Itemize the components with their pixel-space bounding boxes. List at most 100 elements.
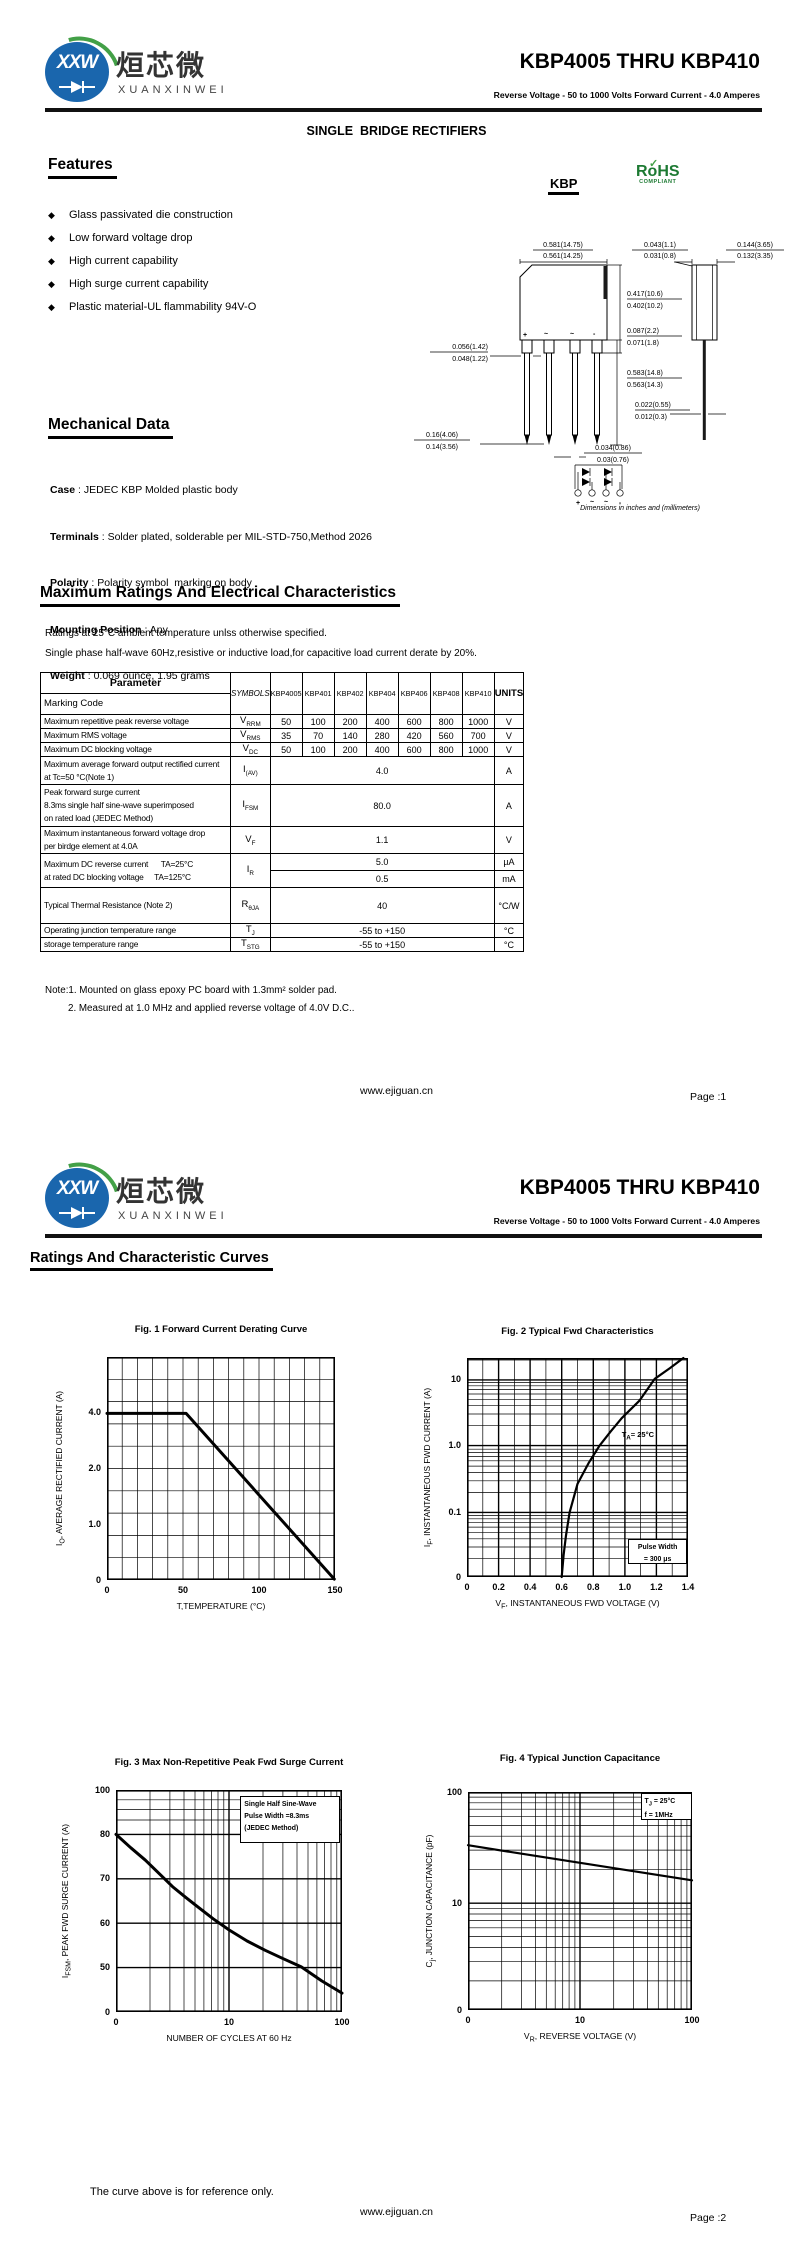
value-cell: 1.1 xyxy=(269,826,495,854)
device-column-header: KBP401 xyxy=(301,672,335,715)
curves-heading: Ratings And Characteristic Curves xyxy=(30,1250,273,1271)
x-tick-label: 1.2 xyxy=(650,1582,663,1592)
footer-website: www.ejiguan.cn xyxy=(360,1085,433,1097)
table-row: Typical Thermal Resistance (Note 2) RθJA 4… xyxy=(40,887,525,924)
svg-text:0.043(1.1): 0.043(1.1) xyxy=(644,242,676,249)
table-header-row: Parameter Marking Code SYMBOLS KBP4005 KBP40… xyxy=(40,672,525,715)
symbol-cell: VRMS xyxy=(230,728,271,743)
unit-cell: V xyxy=(493,826,525,854)
y-tick-label: 2.0 xyxy=(88,1463,101,1473)
x-tick-label: 100 xyxy=(684,2015,700,2025)
svg-text:0.417(10.6): 0.417(10.6) xyxy=(627,291,663,298)
x-tick-label: 100 xyxy=(251,1585,267,1595)
plot-area xyxy=(466,1792,694,2010)
figure-fig3: Fig. 3 Max Non-Repetitive Peak Fwd Surge… xyxy=(30,1752,380,2057)
symbols-header-cell: SYMBOLS xyxy=(230,672,271,715)
rohs-compliant-text: COMPLIANT xyxy=(639,179,677,185)
parameter-cell: storage temperature range xyxy=(40,937,231,952)
package-drawing: + ~ ~ - 0.581(14.75) 0.561(14.25) 0.043(… xyxy=(414,242,784,512)
y-tick-label: 100 xyxy=(446,1786,462,1797)
parameter-cell: Maximum DC reverse current TA=25°C at rat… xyxy=(40,853,231,888)
brand-name-en: XUANXINWEI xyxy=(118,1210,228,1222)
value-cell: 50 xyxy=(269,742,303,757)
diamond-bullet-icon: ◆ xyxy=(48,233,55,243)
header-rule xyxy=(45,108,762,112)
unit-cell: A xyxy=(493,784,525,827)
svg-text:0.056(1.42): 0.056(1.42) xyxy=(452,344,488,351)
parameter-cell: Typical Thermal Resistance (Note 2) xyxy=(40,887,231,924)
mechanical-data-heading: Mechanical Data xyxy=(48,416,174,439)
parameter-header-cell: Parameter Marking Code xyxy=(40,672,231,715)
svg-text:~: ~ xyxy=(544,331,548,338)
units-header-cell: UNITS xyxy=(493,672,525,715)
value-cell: -55 to +150 xyxy=(269,937,495,952)
table-footnote-1: Note:1. Mounted on glass epoxy PC board … xyxy=(45,985,337,996)
symbol-cell: RθJA xyxy=(230,887,271,924)
diamond-bullet-icon: ◆ xyxy=(48,302,55,312)
svg-text:~: ~ xyxy=(604,499,608,506)
svg-text:Dimensions in inches and (mill: Dimensions in inches and (millimeters) xyxy=(580,505,700,512)
bridge-circuit-diagram: + ~ ~ - xyxy=(574,464,624,507)
x-tick-label: 100 xyxy=(334,2017,350,2027)
x-tick-label: 0 xyxy=(113,2017,119,2027)
svg-text:0.563(14.3): 0.563(14.3) xyxy=(627,382,663,389)
x-axis-label: T,TEMPERATURE (°C) xyxy=(176,1601,266,1611)
figure-title: Fig. 4 Typical Junction Capacitance xyxy=(499,1753,661,1764)
part-number-title: KBP4005 THRU KBP410 xyxy=(519,50,760,73)
footer-website: www.ejiguan.cn xyxy=(360,2206,433,2218)
x-tick-label: 0.4 xyxy=(523,1582,537,1592)
value-cell: 4.0 xyxy=(269,756,495,785)
device-column-header: KBP402 xyxy=(333,672,367,715)
package-leads xyxy=(521,339,603,445)
y-tick-label: 0 xyxy=(456,2004,462,2015)
svg-text:0.144(3.65): 0.144(3.65) xyxy=(737,242,773,249)
y-tick-label: 10 xyxy=(451,1897,462,1908)
svg-text:+: + xyxy=(576,500,580,507)
value-cell: 420 xyxy=(397,728,431,743)
svg-text:0.087(2.2): 0.087(2.2) xyxy=(627,328,659,335)
symbol-cell: IFSM xyxy=(230,784,271,827)
unit-cell: °C xyxy=(493,923,525,938)
value-cell: 280 xyxy=(365,728,399,743)
ratings-table: Parameter Marking Code SYMBOLS KBP4005 KBP40… xyxy=(40,672,525,952)
figure-fig4: Fig. 4 Typical Junction Capacitance Cj, J… xyxy=(420,1748,785,2057)
parameter-cell: Maximum instantaneous forward voltage dr… xyxy=(40,826,231,854)
y-axis-label: IO, AVERAGE RECTIFIED CURRENT (A) xyxy=(54,1391,67,1546)
x-tick-label: 0 xyxy=(465,2015,471,2025)
svg-text:0.581(14.75): 0.581(14.75) xyxy=(543,242,583,249)
plot-area xyxy=(467,1356,688,1579)
table-row: Maximum DC reverse current TA=25°C at rat… xyxy=(40,853,525,888)
ratings-heading: Maximum Ratings And Electrical Character… xyxy=(40,584,401,607)
value-cell: 400 xyxy=(365,714,399,729)
mech-row: Terminals : Solder plated, solderable pe… xyxy=(50,530,372,543)
svg-text:0.14(3.56): 0.14(3.56) xyxy=(426,444,458,451)
x-tick-label: 1.0 xyxy=(618,1582,632,1592)
value-cell: 1000 xyxy=(461,742,495,757)
svg-text:0.561(14.25): 0.561(14.25) xyxy=(543,253,583,260)
mechanical-data-rows: Case : JEDEC KBP Molded plastic body Ter… xyxy=(50,452,372,716)
device-column-header: KBP406 xyxy=(397,672,431,715)
voltage-current-subtitle: Reverse Voltage - 50 to 1000 Volts Forwa… xyxy=(493,90,760,100)
unit-cell: °C xyxy=(493,937,525,952)
value-cell: 600 xyxy=(397,714,431,729)
y-tick-label: 0 xyxy=(455,1571,461,1582)
value-cell: 1000 xyxy=(461,714,495,729)
table-row: Maximum DC blocking voltage VDC 50 100 200 40… xyxy=(40,742,525,757)
page1-header: XXW 烜芯微 XUANXINWEI KBP4005 THRU KBP410 R… xyxy=(0,22,793,128)
svg-text:0.034(0.86): 0.034(0.86) xyxy=(595,445,631,452)
table-row: Maximum average forward output rectified… xyxy=(40,756,525,785)
unit-cell: µA xyxy=(493,853,525,871)
x-axis-label: VF, INSTANTANEOUS FWD VOLTAGE (V) xyxy=(495,1598,660,1611)
parameter-cell: Operating junction temperature range xyxy=(40,923,231,938)
svg-text:0.03(0.76): 0.03(0.76) xyxy=(597,457,629,464)
svg-text:0.012(0.3): 0.012(0.3) xyxy=(635,414,667,421)
y-tick-label: 4.0 xyxy=(88,1407,101,1418)
svg-text:~: ~ xyxy=(570,331,574,338)
device-column-header: KBP408 xyxy=(429,672,463,715)
feature-item: ◆ Glass passivated die construction xyxy=(48,204,256,227)
symbol-cell: VRRM xyxy=(230,714,271,729)
y-tick-label: 0 xyxy=(104,2006,110,2017)
parameter-cell: Maximum average forward output rectified… xyxy=(40,756,231,785)
value-cell: 5.0 xyxy=(269,853,495,871)
